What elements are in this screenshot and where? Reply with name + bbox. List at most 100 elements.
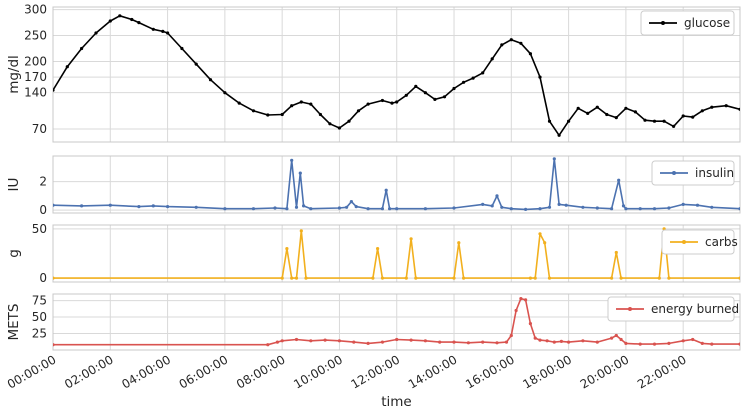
y-tick-label: 200 [24,55,47,69]
data-point [652,207,657,211]
data-point [53,203,55,207]
data-point [564,203,568,207]
data-point [595,105,599,109]
data-point [395,337,399,342]
x-tick-label: 10:00:00 [291,352,345,391]
y-tick-label: 140 [24,86,47,100]
legend-box [607,296,735,322]
data-point [452,206,456,210]
data-point [638,207,642,211]
y-tick-label: 50 [32,222,47,236]
y-tick-label: 170 [24,70,47,84]
data-point [538,207,542,211]
data-point [280,276,284,280]
legend-label: energy burned [651,302,739,316]
data-point [290,158,294,162]
data-point [294,276,299,280]
x-axis-label: time [381,394,412,410]
data-point [528,322,533,326]
data-point [462,276,466,280]
y-tick-label: 2 [39,175,47,189]
data-point [657,276,661,280]
data-point [614,333,618,338]
data-point [390,101,394,105]
data-point [605,112,609,117]
data-point [137,205,141,209]
data-point [681,339,685,343]
data-point [738,107,740,111]
data-point [380,276,384,280]
data-point [509,333,513,338]
y-tick-label: 70 [32,122,47,136]
data-point [610,207,614,211]
data-point [423,91,427,95]
data-point [495,341,499,345]
x-tick-label: 20:00:00 [578,352,632,391]
data-point [80,204,84,208]
data-point [533,276,537,280]
legend: energy burned [607,296,739,322]
data-point [528,276,533,280]
data-point [438,340,442,344]
data-point [624,207,628,211]
data-point [610,276,614,280]
data-point [371,276,375,280]
legend-label: insulin [695,166,734,180]
y-tick-label: 0 [39,271,47,285]
data-point [273,206,277,210]
legend-box [651,160,735,186]
data-point [452,340,456,344]
data-point [662,119,666,123]
x-tick-label: 14:00:00 [406,352,460,391]
data-point [567,119,571,123]
data-point [352,340,356,344]
data-point [552,340,556,344]
data-point [595,340,599,344]
data-point [652,342,657,346]
data-point [223,91,227,95]
x-tick-label: 02:00:00 [62,352,116,391]
data-point [738,207,740,211]
data-point [208,78,213,82]
y-tick-label: 250 [24,29,47,43]
data-point [151,204,155,208]
data-point [337,206,341,210]
x-tick-label: 16:00:00 [463,352,517,391]
data-point [166,205,170,209]
data-point [610,336,614,340]
data-point [366,102,370,106]
y-axis-label: g [6,249,22,258]
data-point [94,31,98,35]
data-point [559,339,564,343]
data-point [452,276,456,280]
data-point [624,341,628,345]
data-point [194,205,198,209]
data-point [500,43,504,47]
data-point [280,339,284,343]
data-point [710,342,714,346]
data-point [285,207,289,211]
plot-frame [52,6,741,143]
data-point [576,106,580,110]
data-point [356,109,361,113]
data-point [638,342,642,346]
legend-marker [682,240,686,244]
data-point [586,111,590,115]
data-point [490,57,494,61]
data-point [180,46,184,51]
data-point [700,109,704,113]
data-point [130,17,134,22]
data-point [533,336,537,340]
data-point [495,194,499,198]
data-point [345,205,349,209]
data-point [280,112,284,117]
data-point [354,205,358,209]
data-point [672,124,676,128]
data-point [619,276,623,280]
data-point [328,122,332,126]
data-point [294,337,299,342]
data-point [667,341,671,345]
legend-marker [672,171,676,175]
data-point [166,31,170,35]
